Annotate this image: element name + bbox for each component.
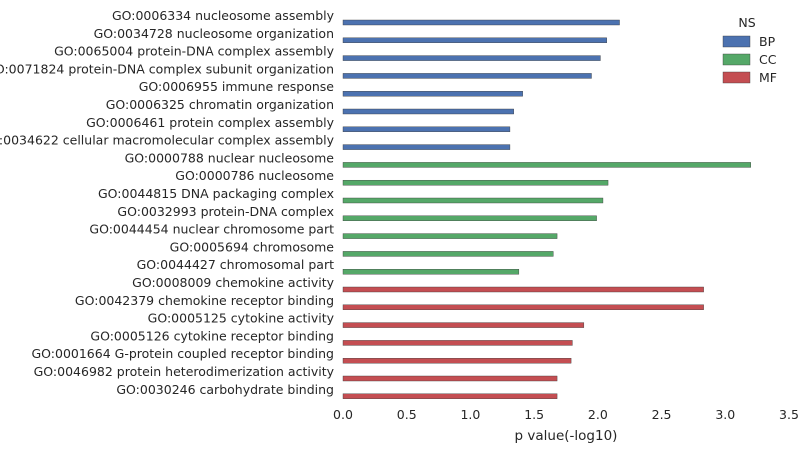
x-tick-label: 1.0 (460, 407, 480, 422)
bar-cc (342, 197, 604, 204)
category-label: GO:0065004 protein-DNA complex assembly (54, 44, 335, 59)
legend-label-mf: MF (759, 70, 777, 85)
bar-mf (342, 375, 558, 382)
category-label: GO:0034728 nucleosome organization (94, 26, 334, 41)
category-label: GO:0005694 chromosome (170, 239, 335, 254)
category-label: GO:0044454 nuclear chromosome part (89, 222, 334, 237)
legend-swatch-mf (722, 71, 751, 84)
bar-mf (342, 393, 558, 399)
bar-bp (342, 144, 511, 150)
category-label: GO:0005125 cytokine activity (148, 311, 335, 326)
category-label: GO:0005126 cytokine receptor binding (90, 328, 334, 343)
bar-mf (342, 286, 704, 293)
bar-mf (342, 358, 572, 364)
category-label: GO:0071824 protein-DNA complex subunit o… (0, 61, 334, 76)
bar-cc (342, 233, 558, 239)
category-label: GO:0042379 chemokine receptor binding (75, 293, 334, 308)
bars-group (342, 19, 751, 399)
x-tick-label: 0.5 (397, 407, 417, 422)
x-tick-label: 0.0 (333, 407, 353, 422)
bar-cc (342, 251, 554, 257)
bar-cc (342, 269, 520, 275)
category-labels: GO:0006334 nucleosome assembly GO:0034728… (0, 8, 335, 397)
x-tick-label: 1.5 (524, 407, 544, 422)
category-label: GO:0006334 nucleosome assembly (112, 8, 335, 23)
category-label: GO:0034622 cellular macromolecular compl… (0, 133, 335, 148)
legend-label-cc: CC (759, 52, 777, 67)
category-label: GO:0006955 immune response (139, 79, 335, 94)
bar-bp (342, 37, 607, 43)
bar-mf (342, 304, 704, 310)
category-label: GO:0000786 nucleosome (175, 168, 334, 183)
bar-cc (342, 215, 597, 222)
bar-bp (342, 73, 592, 79)
bar-cc (342, 162, 751, 168)
category-label: GO:0046982 protein heterodimerization ac… (34, 364, 335, 379)
legend-swatch-bp (722, 35, 751, 48)
x-tick-label: 2.5 (652, 407, 672, 422)
bar-mf (342, 340, 573, 346)
legend-swatch-cc (722, 53, 751, 66)
bar-mf (342, 322, 585, 328)
x-tick-label: 3.5 (779, 407, 799, 422)
bar-bp (342, 19, 620, 26)
legend: NS BP CC MF (722, 15, 777, 85)
category-label: GO:0008009 chemokine activity (132, 275, 334, 290)
category-label: GO:0001664 G-protein coupled receptor bi… (31, 346, 334, 361)
x-axis-ticks: 0.0 0.5 1.0 1.5 2.0 2.5 3.0 3.5 (333, 407, 799, 422)
bar-bp (342, 55, 601, 61)
category-label: GO:0000788 nuclear nucleosome (125, 150, 335, 165)
x-tick-label: 3.0 (715, 407, 735, 422)
bar-cc (342, 179, 609, 186)
category-label: GO:0032993 protein-DNA complex (117, 204, 334, 219)
category-label: GO:0044427 chromosomal part (137, 257, 334, 272)
bar-bp (342, 126, 511, 133)
x-axis-title: p value(-log10) (515, 428, 618, 444)
category-label: GO:0006461 protein complex assembly (86, 115, 334, 130)
category-label: GO:0030246 carbohydrate binding (116, 382, 334, 397)
legend-label-bp: BP (759, 34, 776, 49)
legend-title: NS (738, 15, 755, 30)
x-tick-label: 2.0 (588, 407, 608, 422)
category-label: GO:0044815 DNA packaging complex (98, 186, 334, 201)
bar-bp (342, 90, 523, 97)
bar-bp (342, 108, 514, 115)
category-label: GO:0006325 chromatin organization (106, 97, 334, 112)
